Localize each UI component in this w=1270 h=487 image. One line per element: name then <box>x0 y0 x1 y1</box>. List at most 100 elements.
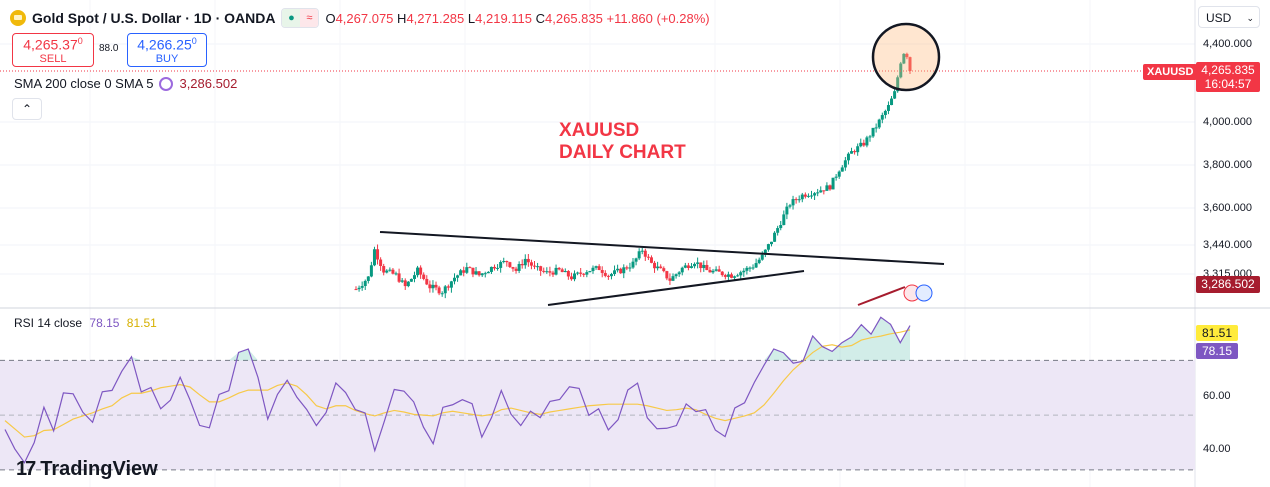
rsi-line <box>4 316 911 464</box>
candle-body <box>659 266 663 269</box>
candle-body <box>748 267 752 269</box>
currency-select[interactable]: USD ⌄ <box>1198 6 1260 28</box>
candle-body <box>449 281 453 288</box>
last-price: 4,265.835 <box>1201 63 1255 77</box>
candle-body <box>363 280 367 287</box>
candle-body <box>810 195 814 197</box>
close-value: 4,265.835 <box>545 10 603 26</box>
candle-body <box>397 273 401 282</box>
spread-value: 88.0 <box>99 43 119 54</box>
candle-body <box>493 266 496 269</box>
sma-label: SMA 200 close 0 SMA 5 <box>14 76 154 91</box>
open-value: 4,267.075 <box>335 10 394 26</box>
candle-body <box>496 267 500 269</box>
candle-body <box>616 268 620 271</box>
candle-body <box>711 270 715 273</box>
candle-body <box>649 257 653 263</box>
candle-body <box>813 193 817 196</box>
candle-body <box>579 272 583 274</box>
sell-price: 4,265.37 <box>23 36 78 53</box>
candle-body <box>902 53 906 64</box>
candle-body <box>369 265 373 277</box>
candle-body <box>843 160 847 168</box>
candle-body <box>419 267 423 275</box>
candle-body <box>631 261 635 268</box>
tradingview-mark: 17 <box>16 458 36 480</box>
candle-body <box>563 271 567 273</box>
candle-body <box>880 115 884 120</box>
candle-body <box>468 267 472 269</box>
candle-body <box>674 274 678 277</box>
candle-body <box>557 267 561 270</box>
candle-body <box>720 271 724 276</box>
candle-body <box>502 260 506 263</box>
flag-icon <box>915 284 933 302</box>
candle-body <box>551 272 555 275</box>
candle-body <box>853 151 857 153</box>
price-tick: 4,000.000 <box>1203 116 1252 128</box>
candle-body <box>548 271 552 273</box>
candle-body <box>825 185 829 191</box>
symbol-legend: Gold Spot / U.S. Dollar · 1D · OANDA ● ≈… <box>10 8 710 28</box>
symbol-price-tag: XAUUSD <box>1143 64 1198 80</box>
candle-body <box>569 276 573 280</box>
candle-body <box>462 270 466 273</box>
candle-body <box>376 249 380 260</box>
candle-body <box>656 266 660 269</box>
sma-price-tag: 3,286.502 <box>1196 276 1260 293</box>
candle-body <box>742 270 746 273</box>
candle-body <box>385 270 389 273</box>
candle-body <box>896 77 900 92</box>
candle-body <box>862 142 866 146</box>
candle-body <box>517 264 521 271</box>
candle-body <box>776 228 780 233</box>
annotation-line-2: DAILY CHART <box>559 142 686 163</box>
candle-body <box>637 251 641 259</box>
collapse-legend-button[interactable]: ⌃ <box>12 98 42 120</box>
candle-body <box>646 256 650 258</box>
price-tick: 4,400.000 <box>1203 38 1252 50</box>
refresh-icon[interactable] <box>159 76 174 91</box>
candle-body <box>840 167 844 172</box>
wave-icon[interactable]: ≈ <box>300 9 319 27</box>
candle-body <box>526 258 530 263</box>
candle-body <box>797 199 801 201</box>
candle-body <box>422 274 426 279</box>
sma-legend[interactable]: SMA 200 close 0 SMA 5 3,286.502 <box>14 76 237 91</box>
candle-body <box>680 267 684 273</box>
candle-body <box>788 205 792 207</box>
triangle-lower-trendline <box>547 270 805 306</box>
eye-icon[interactable]: ● <box>282 9 301 27</box>
candle-body <box>505 260 509 263</box>
candle-body <box>520 264 524 266</box>
candle-body <box>865 137 869 146</box>
candle-body <box>394 273 398 275</box>
bar-countdown: 16:04:57 <box>1204 77 1252 91</box>
candle-body <box>640 250 644 252</box>
rsi-legend[interactable]: RSI 14 close 78.15 81.51 <box>14 316 157 330</box>
candle-body <box>619 268 623 274</box>
candle-body <box>625 267 629 269</box>
buy-button[interactable]: 4,266.250 BUY <box>127 33 207 67</box>
candle-body <box>733 276 737 278</box>
sma-line <box>857 286 906 306</box>
candle-body <box>409 278 413 282</box>
candle-body <box>708 270 712 273</box>
candle-body <box>696 262 700 264</box>
tradingview-logo[interactable]: 17 TradingView <box>16 458 158 481</box>
candle-body <box>566 271 570 277</box>
candle-body <box>751 267 755 269</box>
candle-body <box>357 287 361 290</box>
candle-body <box>794 199 798 201</box>
candle-body <box>474 271 478 275</box>
sell-button[interactable]: 4,265.370 SELL <box>12 33 94 67</box>
symbol-title[interactable]: Gold Spot / U.S. Dollar · 1D · OANDA <box>32 10 276 26</box>
chart-annotation: XAUUSD DAILY CHART <box>559 120 686 164</box>
candle-body <box>717 269 721 272</box>
buy-price: 4,266.25 <box>137 36 192 53</box>
candle-body <box>388 269 392 271</box>
annotation-line-1: XAUUSD <box>559 120 640 141</box>
indicator-toggle-pill[interactable]: ● ≈ <box>281 8 320 28</box>
candle-body <box>689 266 693 268</box>
